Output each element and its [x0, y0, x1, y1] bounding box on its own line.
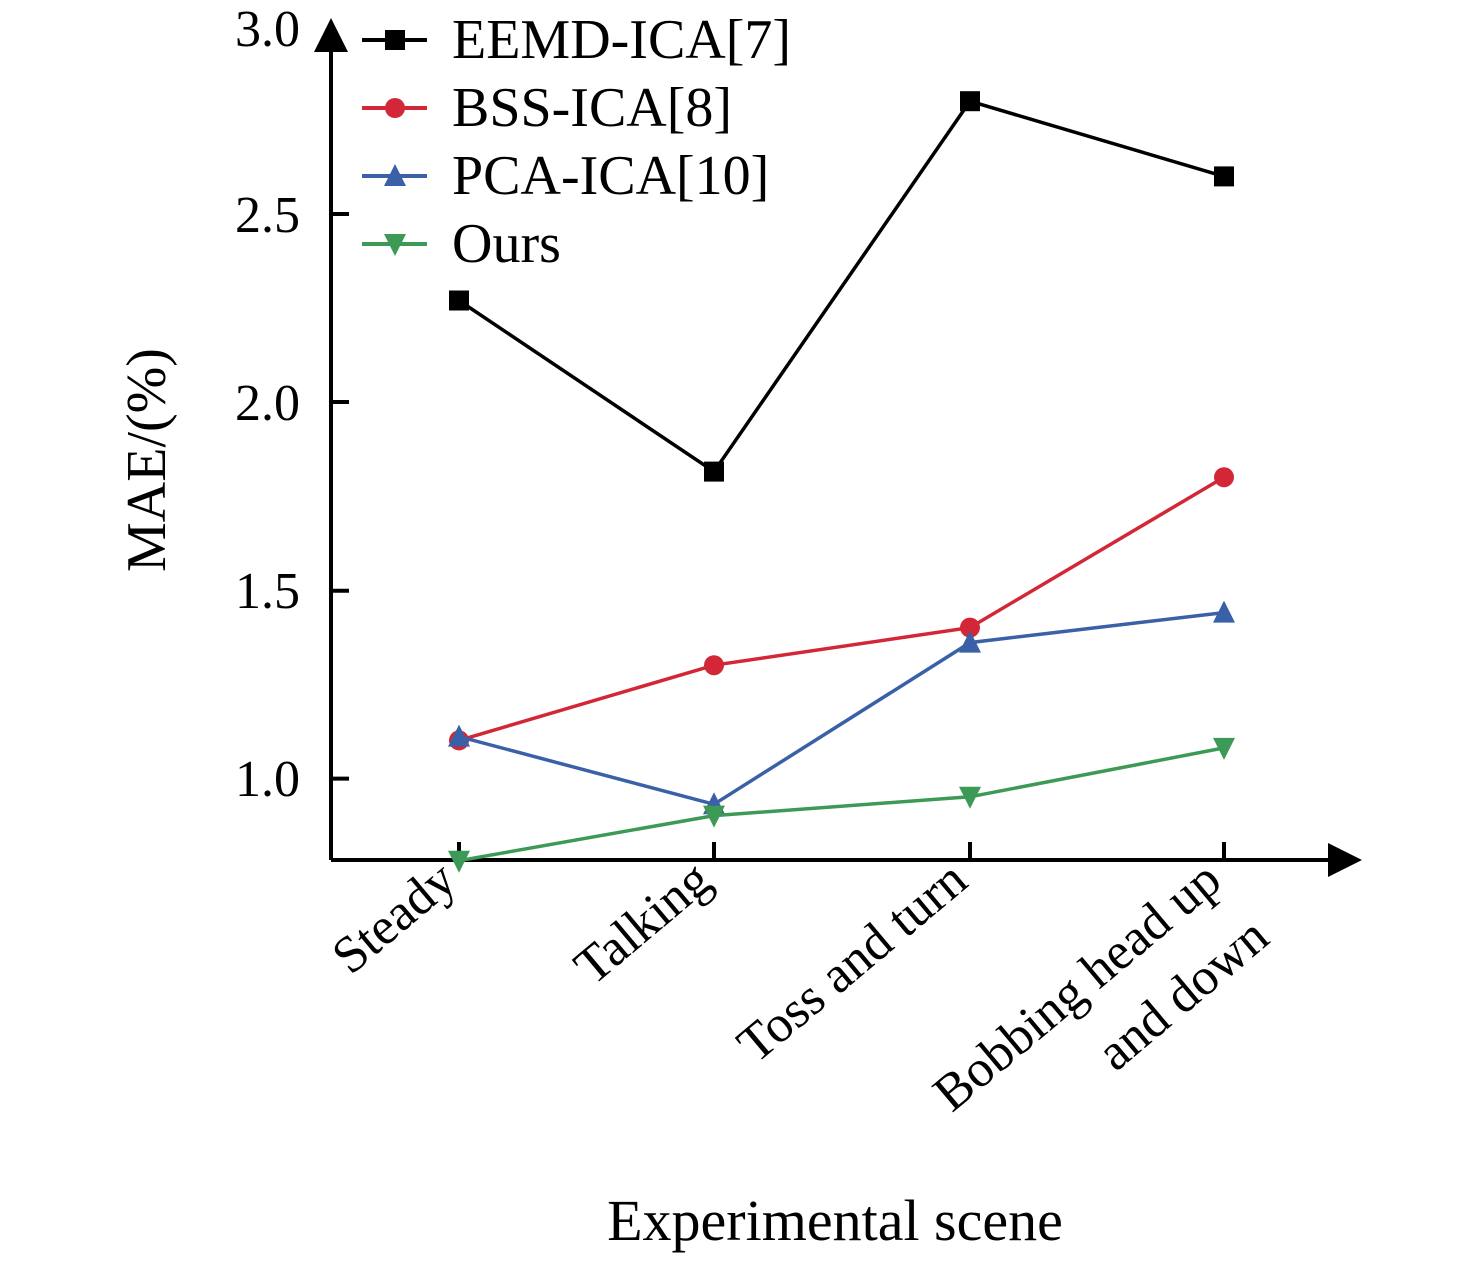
svg-text:BSS-ICA[8]: BSS-ICA[8] — [452, 77, 732, 139]
svg-text:3.0: 3.0 — [235, 1, 300, 58]
svg-text:1.0: 1.0 — [235, 751, 300, 808]
svg-text:EEMD-ICA[7]: EEMD-ICA[7] — [452, 9, 791, 71]
svg-text:2.5: 2.5 — [235, 187, 300, 244]
svg-text:1.5: 1.5 — [235, 563, 300, 620]
svg-text:2.0: 2.0 — [235, 375, 300, 432]
svg-text:PCA-ICA[10]: PCA-ICA[10] — [452, 145, 769, 207]
svg-text:MAE/(%): MAE/(%) — [116, 348, 178, 572]
svg-text:Experimental scene: Experimental scene — [607, 1188, 1063, 1253]
svg-text:Ours: Ours — [452, 213, 561, 275]
